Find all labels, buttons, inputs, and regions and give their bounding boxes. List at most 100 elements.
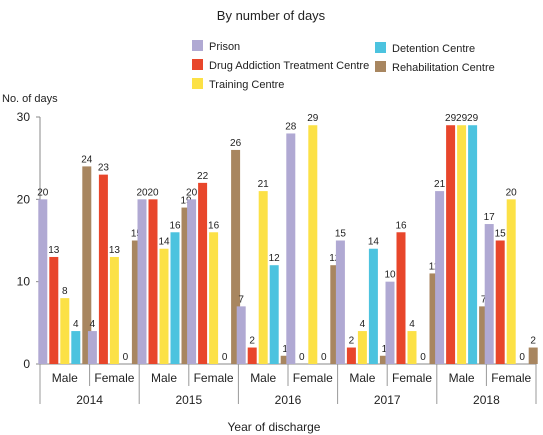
bar-value-label: 1 (382, 344, 388, 355)
bar-value-label: 15 (495, 229, 507, 240)
bar-value-label: 29 (307, 113, 319, 124)
bar-value-label: 1 (282, 344, 288, 355)
bar-value-label: 26 (230, 138, 242, 149)
bar (330, 265, 340, 364)
bar-value-label: 12 (269, 253, 281, 264)
bar-value-label: 19 (180, 196, 192, 207)
x-axis-label: Year of discharge (228, 420, 321, 434)
bar (385, 281, 395, 364)
bar (506, 199, 516, 364)
bar-value-label: 2 (249, 336, 255, 347)
bar-value-label: 14 (368, 237, 380, 248)
bar-value-label: 7 (481, 294, 487, 305)
bar (429, 273, 439, 364)
bar-value-label: 13 (109, 245, 121, 256)
legend-swatch (375, 42, 386, 53)
bar (258, 191, 268, 364)
bar-value-label: 11 (429, 261, 440, 272)
bar-value-label: 16 (169, 220, 181, 231)
y-tick-label: 20 (17, 192, 31, 206)
bar (109, 256, 119, 364)
bar-value-label: 4 (409, 319, 415, 330)
bar (379, 355, 389, 364)
bar (82, 166, 92, 364)
bar-value-label: 0 (321, 352, 327, 363)
x-category-label: Male (52, 371, 78, 385)
bar-value-label: 0 (123, 352, 129, 363)
bar-value-label: 20 (506, 187, 518, 198)
bar-value-label: 28 (285, 121, 297, 132)
bar (368, 248, 378, 364)
bar-value-label: 24 (81, 154, 93, 165)
bar (71, 331, 81, 364)
bar (269, 265, 279, 364)
bar (479, 306, 489, 364)
bar-value-label: 21 (434, 179, 446, 190)
bar (231, 149, 241, 364)
bar (280, 355, 290, 364)
x-year-label: 2018 (473, 393, 500, 407)
bar-value-label: 0 (299, 352, 305, 363)
bar (528, 347, 538, 364)
bar-value-label: 4 (73, 319, 79, 330)
bar (181, 207, 191, 364)
bar (446, 125, 456, 364)
bar-value-label: 16 (208, 220, 220, 231)
bar-value-label: 14 (158, 237, 170, 248)
bar (484, 224, 494, 364)
bar (495, 240, 505, 364)
bar-value-label: 29 (467, 113, 479, 124)
bar (60, 298, 70, 364)
bar (49, 256, 59, 364)
x-year-label: 2016 (275, 393, 302, 407)
legend: Prison Drug Addiction Treatment Centre Tra… (192, 40, 495, 91)
bar (286, 133, 296, 364)
x-category-label: Male (151, 371, 177, 385)
x-category-label: Male (449, 371, 475, 385)
bar (346, 347, 356, 364)
bar-value-label: 29 (456, 113, 468, 124)
x-year-label: 2015 (175, 393, 202, 407)
bar-value-label: 15 (131, 229, 143, 240)
x-category-label: Female (491, 371, 531, 385)
bar (457, 125, 467, 364)
bar (98, 174, 108, 364)
bar (131, 240, 141, 364)
bar (335, 240, 345, 364)
bar-value-label: 0 (519, 352, 525, 363)
bar-value-label: 13 (48, 245, 60, 256)
bar (159, 248, 169, 364)
bar-value-label: 20 (186, 187, 198, 198)
bar-value-label: 12 (329, 253, 341, 264)
bar-value-label: 0 (420, 352, 426, 363)
x-category-label: Female (293, 371, 333, 385)
y-tick-label: 10 (17, 275, 31, 289)
x-category-label: Male (349, 371, 375, 385)
bar (170, 232, 180, 364)
bar-value-label: 21 (258, 179, 270, 190)
x-year-label: 2014 (76, 393, 103, 407)
bar (87, 331, 97, 364)
bar-value-label: 29 (445, 113, 457, 124)
bar (148, 199, 158, 364)
legend-label: Drug Addiction Treatment Centre (209, 60, 369, 72)
bar-value-label: 17 (484, 212, 496, 223)
bar-value-label: 2 (530, 336, 536, 347)
legend-swatch (375, 61, 386, 72)
y-axis-label: No. of days (2, 93, 58, 105)
bar-value-label: 10 (384, 270, 396, 281)
bar (396, 232, 406, 364)
bar-value-label: 22 (197, 171, 209, 182)
bar-value-label: 16 (395, 220, 407, 231)
bar (209, 232, 219, 364)
bar (357, 331, 367, 364)
bar (137, 199, 147, 364)
bar-value-label: 4 (90, 319, 96, 330)
bar-value-label: 23 (98, 163, 110, 174)
bar-value-label: 2 (349, 336, 355, 347)
bar-value-label: 20 (37, 187, 49, 198)
bar (308, 125, 318, 364)
x-category-label: Male (250, 371, 276, 385)
